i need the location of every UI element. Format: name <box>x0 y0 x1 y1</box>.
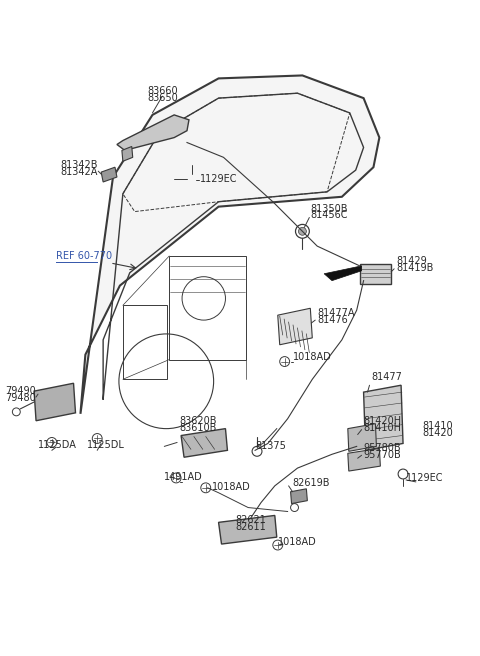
Bar <box>123 305 167 379</box>
Text: 81350B: 81350B <box>310 203 348 214</box>
Text: 82611: 82611 <box>235 522 266 532</box>
Circle shape <box>299 228 306 236</box>
Polygon shape <box>122 146 133 161</box>
Text: 81375: 81375 <box>255 441 286 451</box>
Text: 81342B: 81342B <box>60 160 98 170</box>
Text: 83620B: 83620B <box>179 416 216 426</box>
Polygon shape <box>81 75 379 414</box>
Text: 81410: 81410 <box>423 420 454 430</box>
Text: 1125DL: 1125DL <box>87 440 125 450</box>
Text: 81476: 81476 <box>317 315 348 325</box>
Text: 81419B: 81419B <box>396 263 433 273</box>
Text: 1125DA: 1125DA <box>38 440 77 450</box>
Polygon shape <box>324 266 361 281</box>
Text: 1129EC: 1129EC <box>200 174 237 184</box>
Polygon shape <box>348 448 380 471</box>
Text: 1129EC: 1129EC <box>406 473 444 483</box>
Polygon shape <box>181 428 228 457</box>
Text: 81420: 81420 <box>423 428 454 438</box>
Text: 95780B: 95780B <box>363 443 401 453</box>
Text: 81477: 81477 <box>372 372 402 382</box>
Text: REF 60-770: REF 60-770 <box>56 251 112 261</box>
Polygon shape <box>34 383 75 420</box>
Polygon shape <box>218 516 277 544</box>
Text: 83660: 83660 <box>147 86 178 96</box>
Text: 83650: 83650 <box>147 93 178 103</box>
Text: 79480: 79480 <box>5 393 36 403</box>
Text: 1018AD: 1018AD <box>292 352 331 361</box>
Text: 81420H: 81420H <box>363 416 402 426</box>
Polygon shape <box>278 308 312 345</box>
Text: 83610B: 83610B <box>179 422 216 432</box>
Text: 1018AD: 1018AD <box>278 537 316 547</box>
Text: 81342A: 81342A <box>61 167 98 177</box>
Bar <box>169 256 246 359</box>
Text: 81477A: 81477A <box>317 308 355 318</box>
Polygon shape <box>101 167 117 182</box>
Polygon shape <box>117 115 189 150</box>
Text: 82619B: 82619B <box>292 478 330 488</box>
Polygon shape <box>363 385 403 450</box>
Bar <box>360 264 391 283</box>
Text: 95770B: 95770B <box>363 450 401 461</box>
Polygon shape <box>290 489 307 504</box>
Text: 81410H: 81410H <box>363 422 402 432</box>
Text: 82621: 82621 <box>235 516 266 525</box>
Text: 1018AD: 1018AD <box>212 482 251 492</box>
Text: 1491AD: 1491AD <box>164 472 203 482</box>
Text: 79490: 79490 <box>5 386 36 396</box>
Polygon shape <box>348 424 376 451</box>
Text: 81429: 81429 <box>396 256 427 266</box>
Text: 81456C: 81456C <box>310 211 348 220</box>
